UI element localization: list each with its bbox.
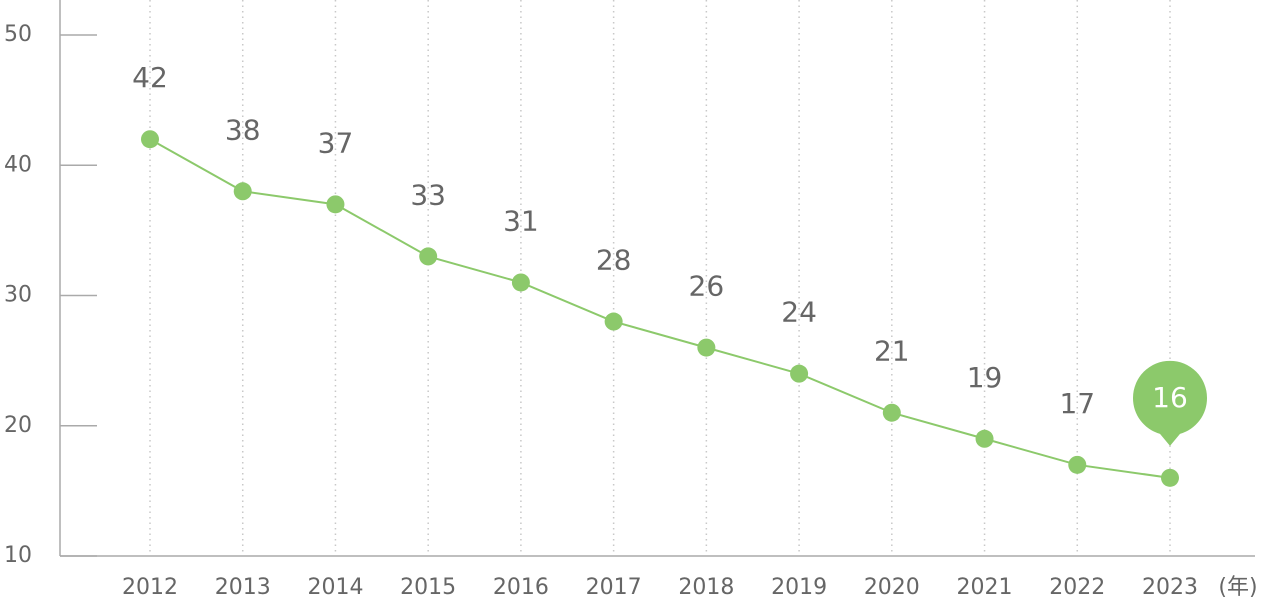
x-axis-label: (年) [1218, 575, 1257, 600]
value-label: 28 [596, 244, 632, 277]
x-tick-label: 2014 [307, 575, 363, 600]
value-label: 33 [410, 178, 446, 211]
point [326, 195, 345, 214]
x-tick-label: 2021 [957, 575, 1013, 600]
y-tick-label: 20 [4, 413, 32, 438]
value-label: 42 [132, 61, 168, 94]
point [1068, 455, 1087, 474]
point [604, 312, 623, 331]
value-label: 17 [1059, 387, 1095, 420]
y-tick-label: 30 [4, 283, 32, 308]
y-tick-label: 10 [4, 543, 32, 568]
value-label: 31 [503, 204, 539, 237]
value-label: 37 [318, 126, 354, 159]
line [149, 138, 1171, 479]
x-tick-label: 2020 [864, 575, 920, 600]
point [790, 364, 809, 383]
value-label: 38 [225, 113, 261, 146]
point [233, 182, 252, 201]
point [975, 429, 994, 448]
y-tick-label: 50 [4, 22, 32, 47]
value-label: 16 [1152, 381, 1188, 414]
point [697, 338, 716, 357]
x-tick-label: 2012 [122, 575, 178, 600]
x-tick-label: 2018 [678, 575, 734, 600]
point [511, 273, 530, 292]
x-tick-label: 2023 [1142, 575, 1198, 600]
highlight-bubble [1132, 360, 1208, 446]
point [419, 247, 438, 266]
x-tick-label: 2019 [771, 575, 827, 600]
value-label: 19 [967, 361, 1003, 394]
point [882, 403, 901, 422]
point [141, 130, 159, 149]
value-label: 24 [781, 296, 817, 329]
point [1161, 468, 1179, 487]
y-tick-label: 40 [4, 152, 32, 177]
x-tick-label: 2013 [215, 575, 271, 600]
x-tick-label: 2015 [400, 575, 456, 600]
value-label: 26 [689, 270, 725, 303]
value-label: 21 [874, 335, 910, 368]
x-tick-label: 2017 [586, 575, 642, 600]
x-tick-label: 2022 [1049, 575, 1105, 600]
x-tick-label: 2016 [493, 575, 549, 600]
